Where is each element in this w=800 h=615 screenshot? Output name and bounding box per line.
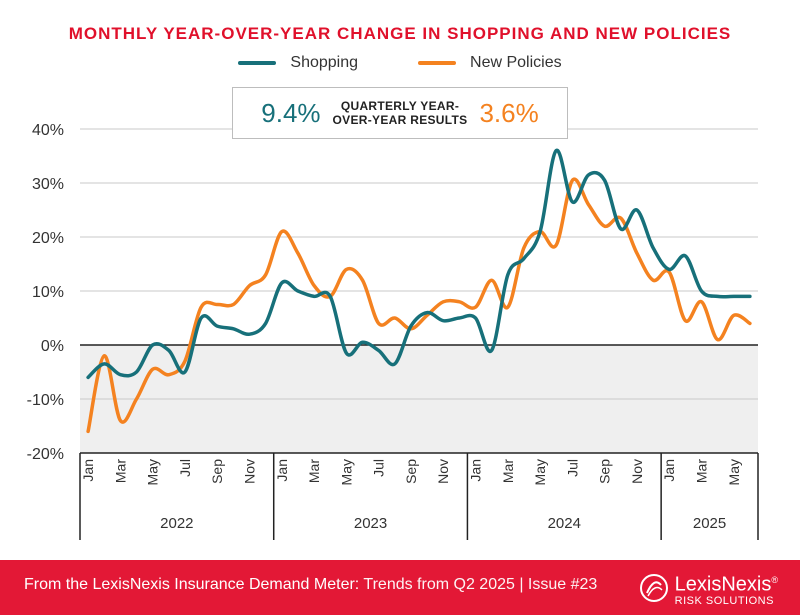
legend-label-new-policies: New Policies [470,54,562,71]
y-tick-label: -10% [27,392,64,409]
footer-lead: From the LexisNexis Insurance Demand Met… [24,576,360,593]
legend-swatch-new-policies [418,61,457,65]
x-tick-label: May [726,459,742,485]
y-tick-label: 40% [32,122,64,139]
lexisnexis-logo-icon [639,574,668,603]
x-tick-label: Jul [564,459,580,477]
legend-swatch-shopping [238,61,277,65]
x-tick-label: Nov [242,459,258,484]
legend-entry-new-policies: New Policies [418,54,562,72]
legend: Shopping New Policies [0,54,800,72]
x-tick-label: Mar [112,459,128,483]
legend-entry-shopping: Shopping [238,54,358,72]
quarterly-label: QUARTERLY YEAR- OVER-YEAR RESULTS [333,99,468,127]
footer-text: From the LexisNexis Insurance Demand Met… [24,576,597,594]
series-line-new-policies [86,177,752,434]
x-tick-label: Sep [209,459,225,484]
quarterly-label-line2: OVER-YEAR RESULTS [332,113,468,127]
y-tick-label: 0% [41,338,64,355]
footer-banner: From the LexisNexis Insurance Demand Met… [0,560,800,615]
quarterly-shopping-value: 9.4% [261,97,321,128]
y-tick-label: 30% [32,176,64,193]
logo-sub: RISK SOLUTIONS [674,594,774,607]
line-chart: 40% 30% 20% 10% 0% -10% -20% Jan Mar May Jul Sep Nov… [27,122,759,540]
x-tick-label: Nov [435,459,451,484]
x-tick-label: Mar [694,459,710,483]
year-label: 2023 [354,515,387,532]
legend-label-shopping: Shopping [290,54,359,71]
year-label: 2025 [693,515,726,532]
x-tick-label: May [145,459,161,485]
chart-title: MONTHLY YEAR-OVER-YEAR CHANGE IN SHOPPIN… [68,24,732,43]
x-tick-label: Jul [177,459,193,477]
x-tick-label: Jan [80,459,96,482]
x-tick-label: Jan [661,459,677,482]
series-line-shopping [86,148,752,380]
x-tick-label: Sep [597,459,613,484]
year-label: 2022 [160,515,193,532]
x-tick-label: Mar [306,459,322,483]
x-tick-label: Jan [468,459,484,482]
lexisnexis-logo: LexisNexis® RISK SOLUTIONS [639,570,778,607]
quarterly-new-policies-value: 3.6% [479,97,539,128]
x-tick-label: May [532,459,548,485]
y-tick-label: -20% [27,446,64,463]
x-tick-label: May [338,459,354,485]
x-tick-label: Jan [274,459,290,482]
year-label: 2024 [548,515,581,532]
x-tick-label: Sep [403,459,419,484]
quarterly-results-box: 9.4% QUARTERLY YEAR- OVER-YEAR RESULTS 3… [232,87,568,139]
x-tick-label: Nov [629,459,645,484]
footer-rest: Trends from Q2 2025 | Issue #23 [359,576,598,593]
x-tick-label: Mar [500,459,516,483]
y-tick-label: 10% [32,284,64,301]
logo-name: LexisNexis® [674,573,778,596]
y-tick-label: 20% [32,230,64,247]
x-tick-label: Jul [371,459,387,477]
quarterly-label-line1: QUARTERLY YEAR- [340,99,460,113]
